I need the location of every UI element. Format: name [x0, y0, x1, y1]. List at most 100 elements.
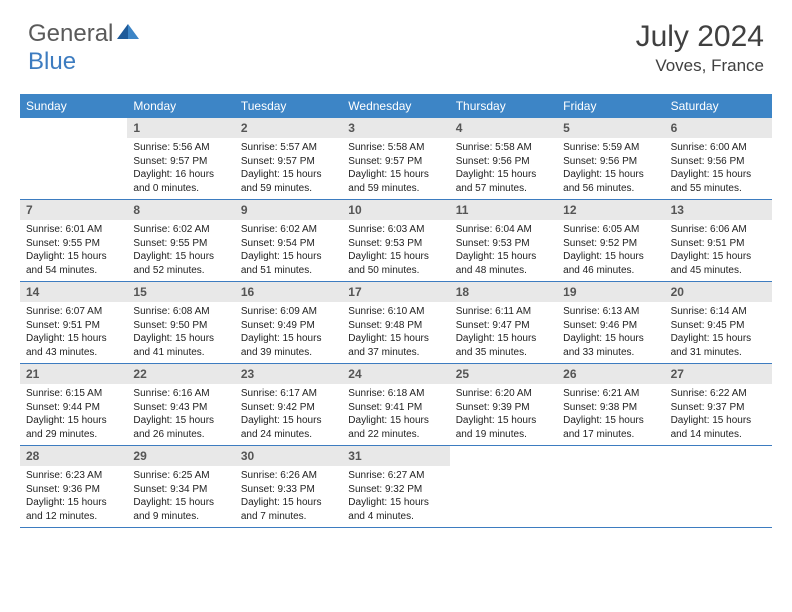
day-body: Sunrise: 6:02 AMSunset: 9:54 PMDaylight:…	[235, 220, 342, 281]
day-number: 3	[342, 118, 449, 138]
day-number: 6	[665, 118, 772, 138]
day-number: 30	[235, 446, 342, 466]
day-cell: 3 Sunrise: 5:58 AMSunset: 9:57 PMDaylight…	[342, 118, 449, 199]
day-number: 19	[557, 282, 664, 302]
day-number: 18	[450, 282, 557, 302]
day-number: 27	[665, 364, 772, 384]
sunrise-line: Sunrise: 5:57 AM	[241, 141, 336, 155]
day-body: Sunrise: 6:13 AMSunset: 9:46 PMDaylight:…	[557, 302, 664, 363]
sunrise-line: Sunrise: 6:22 AM	[671, 387, 766, 401]
daylight-line: Daylight: 15 hours and 45 minutes.	[671, 250, 766, 277]
sunset-line: Sunset: 9:45 PM	[671, 319, 766, 333]
day-body: Sunrise: 6:22 AMSunset: 9:37 PMDaylight:…	[665, 384, 772, 445]
day-body: Sunrise: 6:18 AMSunset: 9:41 PMDaylight:…	[342, 384, 449, 445]
empty-day	[450, 446, 557, 466]
day-number: 21	[20, 364, 127, 384]
month-title: July 2024	[636, 20, 764, 54]
day-number: 28	[20, 446, 127, 466]
day-cell: 13Sunrise: 6:06 AMSunset: 9:51 PMDayligh…	[665, 200, 772, 281]
day-body: Sunrise: 6:09 AMSunset: 9:49 PMDaylight:…	[235, 302, 342, 363]
day-number: 16	[235, 282, 342, 302]
day-body: Sunrise: 6:25 AMSunset: 9:34 PMDaylight:…	[127, 466, 234, 527]
sunrise-line: Sunrise: 5:58 AM	[348, 141, 443, 155]
day-body: Sunrise: 6:14 AMSunset: 9:45 PMDaylight:…	[665, 302, 772, 363]
sunset-line: Sunset: 9:38 PM	[563, 401, 658, 415]
day-body: Sunrise: 6:11 AMSunset: 9:47 PMDaylight:…	[450, 302, 557, 363]
daylight-line: Daylight: 15 hours and 7 minutes.	[241, 496, 336, 523]
week-row: 28Sunrise: 6:23 AMSunset: 9:36 PMDayligh…	[20, 446, 772, 528]
day-body: Sunrise: 6:03 AMSunset: 9:53 PMDaylight:…	[342, 220, 449, 281]
day-number: 26	[557, 364, 664, 384]
day-cell: 16Sunrise: 6:09 AMSunset: 9:49 PMDayligh…	[235, 282, 342, 363]
sunrise-line: Sunrise: 6:20 AM	[456, 387, 551, 401]
sunrise-line: Sunrise: 6:09 AM	[241, 305, 336, 319]
day-number: 17	[342, 282, 449, 302]
day-number: 9	[235, 200, 342, 220]
daylight-line: Daylight: 15 hours and 56 minutes.	[563, 168, 658, 195]
day-cell	[557, 446, 664, 527]
day-number: 23	[235, 364, 342, 384]
daylight-line: Daylight: 15 hours and 59 minutes.	[348, 168, 443, 195]
daylight-line: Daylight: 15 hours and 59 minutes.	[241, 168, 336, 195]
sunrise-line: Sunrise: 5:56 AM	[133, 141, 228, 155]
day-body: Sunrise: 6:06 AMSunset: 9:51 PMDaylight:…	[665, 220, 772, 281]
sunset-line: Sunset: 9:56 PM	[456, 155, 551, 169]
sunset-line: Sunset: 9:54 PM	[241, 237, 336, 251]
day-number: 2	[235, 118, 342, 138]
sunrise-line: Sunrise: 6:26 AM	[241, 469, 336, 483]
weekday-header: Saturday	[665, 94, 772, 118]
sunset-line: Sunset: 9:42 PM	[241, 401, 336, 415]
day-cell: 10Sunrise: 6:03 AMSunset: 9:53 PMDayligh…	[342, 200, 449, 281]
day-cell: 15Sunrise: 6:08 AMSunset: 9:50 PMDayligh…	[127, 282, 234, 363]
sunset-line: Sunset: 9:32 PM	[348, 483, 443, 497]
day-body: Sunrise: 6:01 AMSunset: 9:55 PMDaylight:…	[20, 220, 127, 281]
sunset-line: Sunset: 9:33 PM	[241, 483, 336, 497]
day-cell: 21Sunrise: 6:15 AMSunset: 9:44 PMDayligh…	[20, 364, 127, 445]
sunrise-line: Sunrise: 6:14 AM	[671, 305, 766, 319]
day-cell: 27Sunrise: 6:22 AMSunset: 9:37 PMDayligh…	[665, 364, 772, 445]
day-body: Sunrise: 6:00 AMSunset: 9:56 PMDaylight:…	[665, 138, 772, 199]
sunset-line: Sunset: 9:53 PM	[456, 237, 551, 251]
day-body: Sunrise: 6:15 AMSunset: 9:44 PMDaylight:…	[20, 384, 127, 445]
empty-day	[557, 446, 664, 466]
day-number: 1	[127, 118, 234, 138]
day-number: 14	[20, 282, 127, 302]
daylight-line: Daylight: 15 hours and 51 minutes.	[241, 250, 336, 277]
sunrise-line: Sunrise: 6:03 AM	[348, 223, 443, 237]
day-body: Sunrise: 5:59 AMSunset: 9:56 PMDaylight:…	[557, 138, 664, 199]
week-row: 14Sunrise: 6:07 AMSunset: 9:51 PMDayligh…	[20, 282, 772, 364]
logo-text-general: General	[28, 20, 113, 48]
day-number: 20	[665, 282, 772, 302]
day-number: 7	[20, 200, 127, 220]
sunrise-line: Sunrise: 6:27 AM	[348, 469, 443, 483]
day-cell: 8Sunrise: 6:02 AMSunset: 9:55 PMDaylight…	[127, 200, 234, 281]
sunset-line: Sunset: 9:41 PM	[348, 401, 443, 415]
sunset-line: Sunset: 9:37 PM	[671, 401, 766, 415]
sunrise-line: Sunrise: 6:06 AM	[671, 223, 766, 237]
header: General July 2024 Voves, France	[0, 0, 792, 86]
daylight-line: Daylight: 15 hours and 55 minutes.	[671, 168, 766, 195]
daylight-line: Daylight: 15 hours and 39 minutes.	[241, 332, 336, 359]
logo-text-blue: Blue	[28, 48, 76, 75]
day-cell: 31Sunrise: 6:27 AMSunset: 9:32 PMDayligh…	[342, 446, 449, 527]
day-number: 22	[127, 364, 234, 384]
week-row: 7Sunrise: 6:01 AMSunset: 9:55 PMDaylight…	[20, 200, 772, 282]
day-cell: 28Sunrise: 6:23 AMSunset: 9:36 PMDayligh…	[20, 446, 127, 527]
day-body: Sunrise: 6:02 AMSunset: 9:55 PMDaylight:…	[127, 220, 234, 281]
sunset-line: Sunset: 9:39 PM	[456, 401, 551, 415]
day-number: 10	[342, 200, 449, 220]
day-cell: 26Sunrise: 6:21 AMSunset: 9:38 PMDayligh…	[557, 364, 664, 445]
day-body: Sunrise: 6:07 AMSunset: 9:51 PMDaylight:…	[20, 302, 127, 363]
day-cell: 23Sunrise: 6:17 AMSunset: 9:42 PMDayligh…	[235, 364, 342, 445]
daylight-line: Daylight: 16 hours and 0 minutes.	[133, 168, 228, 195]
day-body: Sunrise: 6:05 AMSunset: 9:52 PMDaylight:…	[557, 220, 664, 281]
weekday-header: Wednesday	[342, 94, 449, 118]
sunset-line: Sunset: 9:53 PM	[348, 237, 443, 251]
sunset-line: Sunset: 9:34 PM	[133, 483, 228, 497]
daylight-line: Daylight: 15 hours and 43 minutes.	[26, 332, 121, 359]
weekday-header: Monday	[127, 94, 234, 118]
day-cell: 5Sunrise: 5:59 AMSunset: 9:56 PMDaylight…	[557, 118, 664, 199]
day-cell	[450, 446, 557, 527]
sunset-line: Sunset: 9:57 PM	[348, 155, 443, 169]
daylight-line: Daylight: 15 hours and 19 minutes.	[456, 414, 551, 441]
